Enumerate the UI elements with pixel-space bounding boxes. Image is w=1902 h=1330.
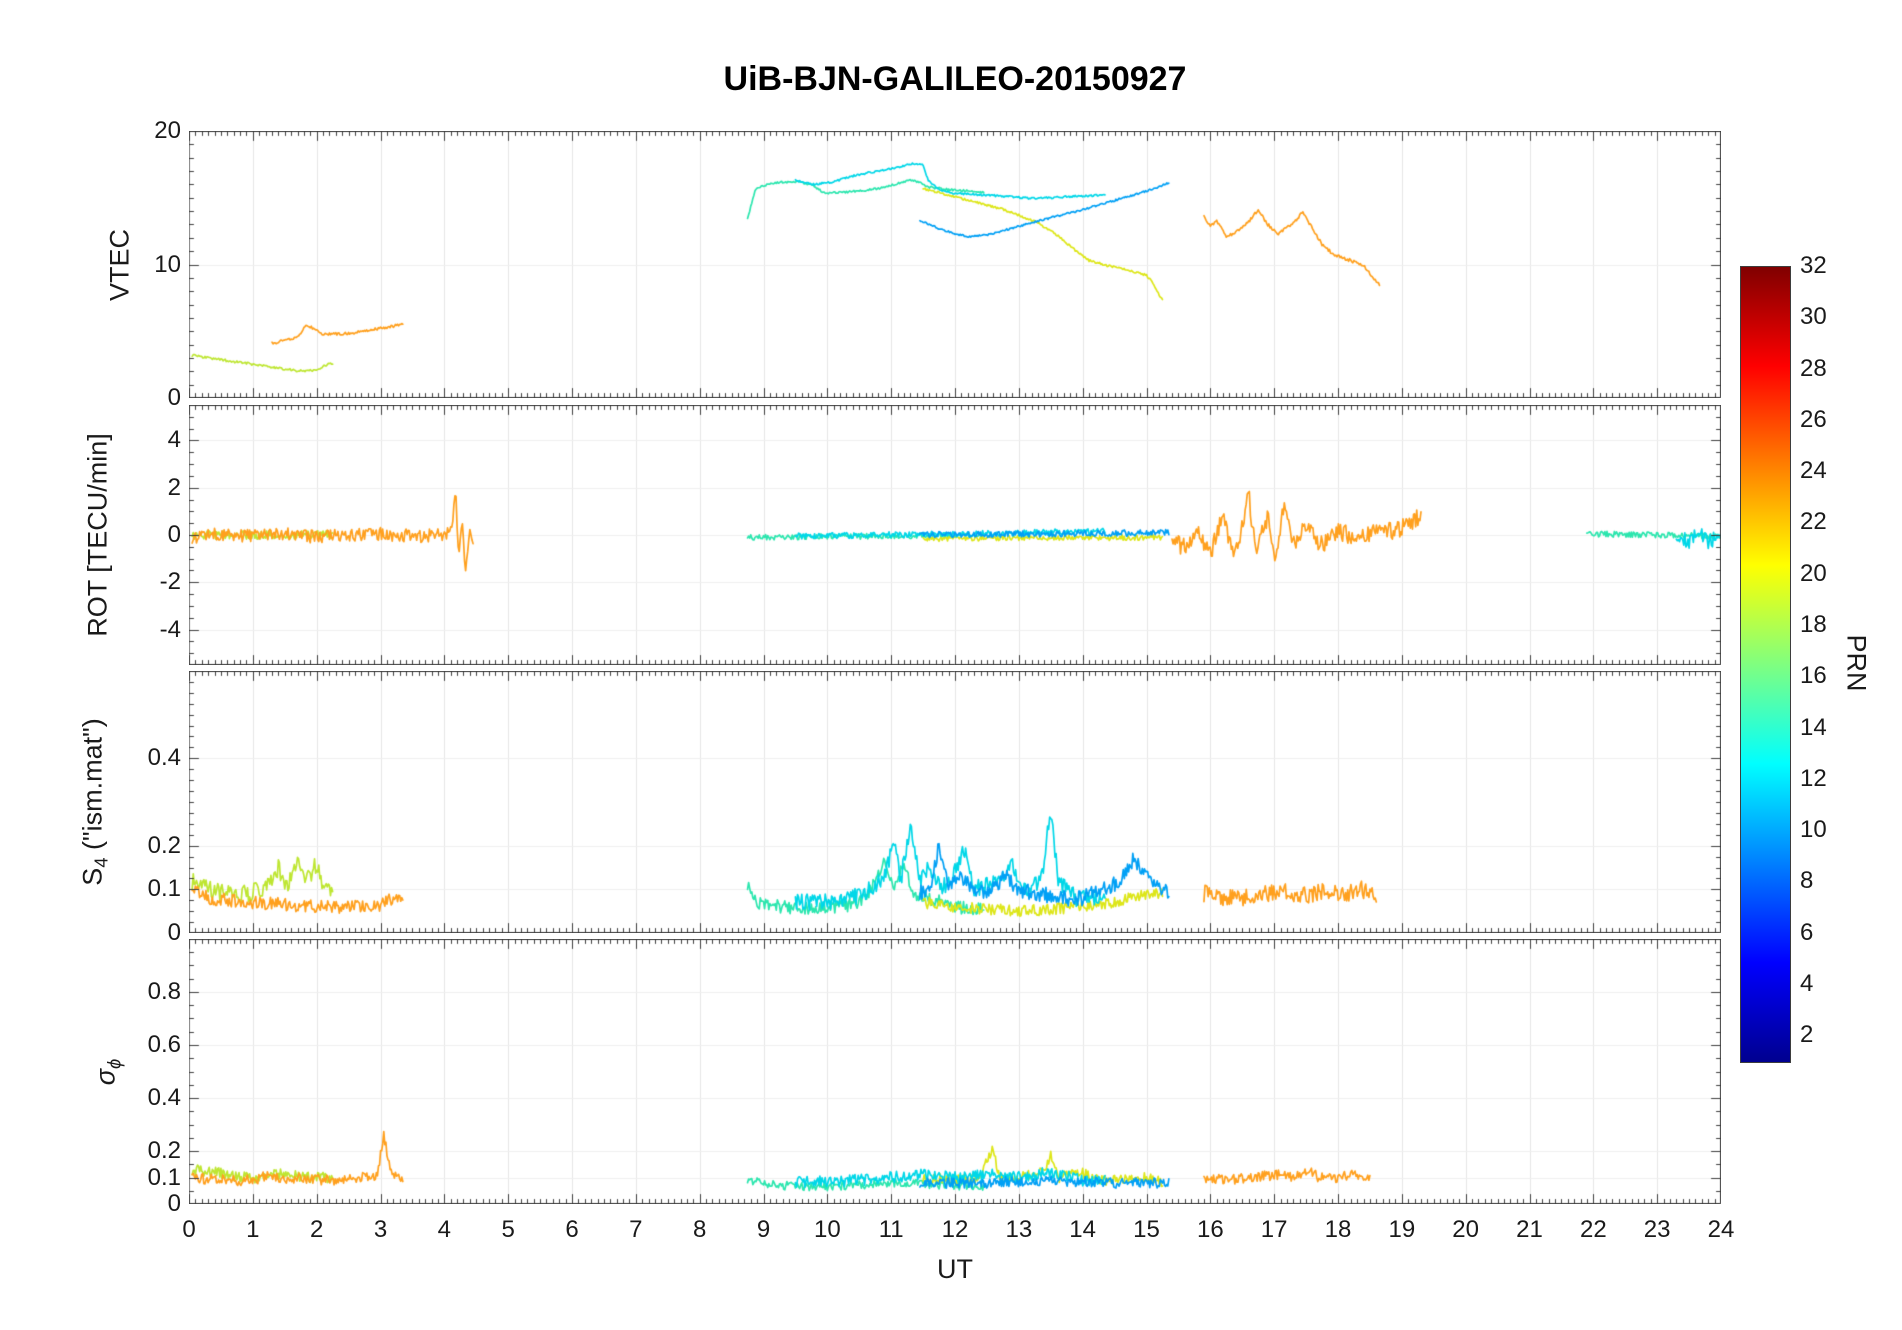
colorbar-tick-label: 14 [1800, 713, 1827, 741]
x-tick-label: 21 [1516, 1216, 1543, 1243]
x-tick-label: 9 [756, 1216, 771, 1243]
chart-title: UiB-BJN-GALILEO-20150927 [723, 60, 1187, 98]
y-tick-label: 0 [167, 919, 181, 946]
x-tick-label: 0 [182, 1216, 196, 1243]
x-tick-label: 18 [1324, 1216, 1352, 1243]
x-tick-label: 3 [373, 1216, 388, 1243]
x-tick-label: 17 [1260, 1216, 1288, 1243]
colorbar-tick-label: 20 [1800, 559, 1827, 587]
rot-plot [189, 405, 1721, 665]
vtec-plot [189, 131, 1721, 398]
x-tick-label: 20 [1452, 1216, 1479, 1243]
x-tick-label: 4 [437, 1216, 451, 1243]
y-tick-label: 2 [167, 473, 181, 501]
x-axis-label: UT [937, 1254, 973, 1284]
x-tick-label: 14 [1069, 1216, 1096, 1243]
y-tick-label: 20 [154, 117, 181, 144]
colorbar-tick-label: 22 [1800, 508, 1827, 536]
x-tick-label: 13 [1005, 1216, 1033, 1243]
colorbar-tick-label: 12 [1800, 764, 1827, 792]
x-tick-label: 22 [1579, 1216, 1607, 1243]
y-tick-label: 0 [167, 521, 181, 548]
x-tick-label: 12 [941, 1216, 969, 1243]
x-tick-label: 1 [246, 1216, 260, 1243]
y-tick-label: 0.4 [147, 744, 181, 772]
x-tick-label: 19 [1388, 1216, 1416, 1243]
y-tick-label: 0.4 [147, 1084, 181, 1111]
x-tick-label: 15 [1133, 1216, 1160, 1243]
y-tick-label: 0.2 [147, 1137, 181, 1164]
colorbar-tick-label: 28 [1800, 354, 1827, 382]
sigma_phi-plot [189, 939, 1721, 1204]
colorbar-tick-label: 10 [1800, 816, 1827, 844]
x-tick-label: 24 [1707, 1216, 1735, 1243]
rot-axis-label: ROT [TECU/min] [82, 433, 113, 637]
colorbar-tick-label: 6 [1800, 918, 1814, 946]
y-tick-label: 0.6 [147, 1031, 181, 1058]
colorbar-tick-label: 4 [1800, 970, 1814, 998]
sigma_phi-axis-label: σϕ [90, 1058, 125, 1085]
x-tick-label: 16 [1196, 1216, 1224, 1243]
colorbar-tick-label: 2 [1800, 1021, 1814, 1049]
colorbar-tick-label: 16 [1800, 662, 1827, 690]
y-tick-label: -2 [159, 568, 181, 596]
y-tick-label: 0.8 [147, 978, 181, 1005]
colorbar-tick-label: 30 [1800, 303, 1827, 331]
colorbar-tick-label: 8 [1800, 867, 1814, 895]
y-tick-label: 0.1 [147, 875, 181, 903]
x-tick-label: 6 [565, 1216, 579, 1243]
colorbar-tick-label: 26 [1800, 405, 1827, 433]
x-tick-label: 2 [309, 1216, 324, 1243]
x-tick-label: 5 [501, 1216, 515, 1243]
y-tick-label: 0 [167, 1190, 181, 1217]
s4-axis-label: S4 ("ism.mat") [77, 718, 112, 886]
y-tick-label: 4 [167, 426, 181, 454]
y-tick-label: 0.2 [147, 831, 181, 859]
x-tick-label: 10 [813, 1216, 841, 1243]
colorbar [1740, 266, 1791, 1063]
y-tick-label: 0.1 [147, 1163, 181, 1191]
colorbar-tick-label: 24 [1800, 457, 1827, 485]
vtec-axis-label: VTEC [104, 228, 135, 301]
colorbar-tick-label: 32 [1800, 252, 1827, 279]
y-tick-label: 10 [154, 250, 181, 278]
y-tick-label: 0 [167, 384, 181, 411]
s4-plot [189, 671, 1721, 933]
x-tick-label: 23 [1643, 1216, 1671, 1243]
y-tick-label: -4 [159, 615, 181, 643]
x-tick-label: 11 [878, 1216, 904, 1243]
x-tick-label: 8 [692, 1216, 707, 1243]
colorbar-tick-label: 18 [1800, 611, 1827, 639]
x-tick-label: 7 [629, 1216, 643, 1243]
